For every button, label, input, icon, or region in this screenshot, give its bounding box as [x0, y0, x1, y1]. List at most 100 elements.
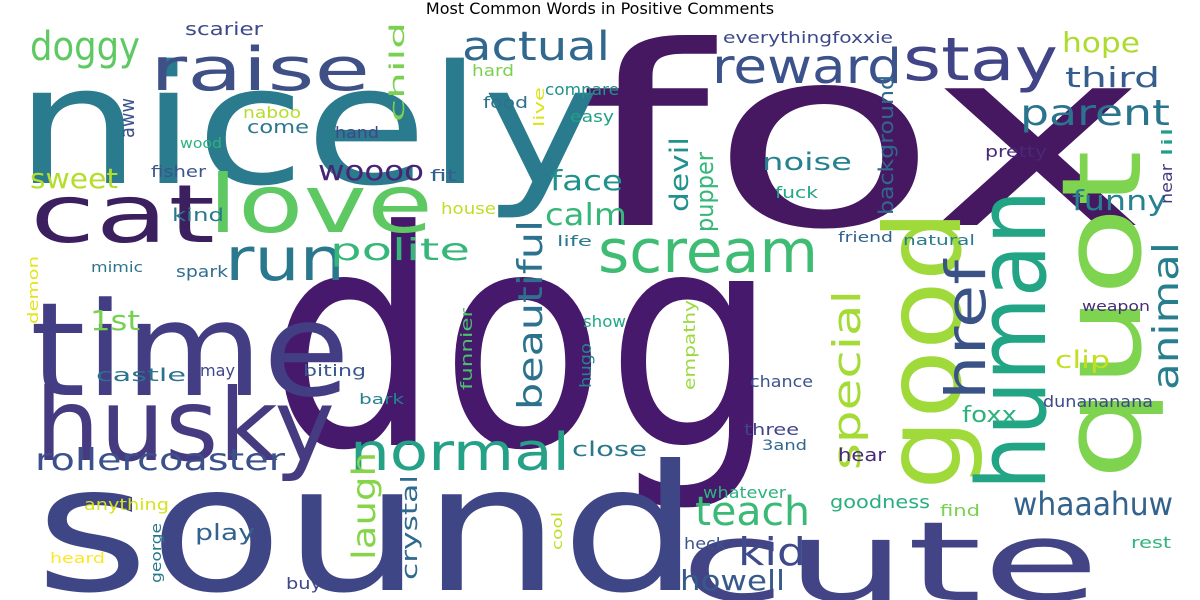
word-biting: biting	[303, 361, 366, 380]
word-face: face	[550, 164, 623, 197]
word-chance: chance	[750, 372, 813, 391]
word-heard: heard	[50, 551, 105, 567]
word-pretty: pretty	[985, 142, 1047, 161]
word-buy: buy	[286, 574, 322, 593]
word-castle: castle	[96, 365, 186, 386]
word-scarier: scarier	[185, 19, 264, 40]
word-compare: compare	[545, 80, 619, 99]
word-calm: calm	[545, 198, 627, 233]
word-close: close	[572, 437, 647, 461]
word-find: find	[940, 501, 980, 520]
word-empathy: empathy	[680, 300, 699, 390]
word-devil: devil	[665, 137, 695, 212]
word-love: love	[208, 158, 433, 251]
word-fisher: fisher	[151, 162, 207, 181]
word-clip: clip	[1055, 346, 1110, 374]
word-pupper: pupper	[691, 152, 719, 232]
word-laugh: laugh	[345, 452, 383, 560]
word-third: third	[1065, 61, 1160, 94]
word-doggy: doggy	[30, 24, 140, 70]
word-child: child	[385, 22, 409, 122]
word-hear: hear	[838, 445, 887, 466]
word-crystal: crystal	[398, 475, 423, 580]
word-sweet: sweet	[30, 162, 118, 195]
word-near: near	[1157, 164, 1176, 204]
word-spark: spark	[176, 262, 229, 281]
word-howell: howell	[680, 564, 785, 597]
word-actual: actual	[462, 24, 610, 70]
word-parent: parent	[1020, 93, 1170, 134]
word-dunananana: dunananana	[1043, 392, 1153, 411]
word-scream: scream	[598, 217, 818, 287]
word-show: show	[583, 312, 626, 331]
word-hand: hand	[335, 123, 379, 142]
word-hope: hope	[1062, 26, 1140, 59]
word-george: george	[149, 523, 165, 583]
word-natural: natural	[903, 233, 975, 249]
word-wood: wood	[180, 136, 222, 152]
word-goodness: goodness	[830, 492, 930, 513]
word-fit: fit	[430, 166, 457, 185]
word-lil: lil	[1160, 127, 1176, 157]
word-come: come	[247, 117, 309, 138]
word-good: good	[863, 210, 985, 490]
word-demon: demon	[26, 256, 42, 324]
word-background: background	[874, 75, 898, 215]
word-1st: 1st	[90, 304, 140, 337]
word-house: house	[441, 199, 496, 218]
word-aww: aww	[115, 98, 139, 138]
word-rest: rest	[1131, 533, 1171, 552]
word-kid: kid	[738, 530, 806, 574]
word-href: href	[934, 258, 998, 400]
word-naboo: naboo	[243, 103, 301, 122]
word-food: food	[483, 93, 528, 112]
word-woooo: woooo	[318, 154, 424, 187]
word-special: special	[825, 290, 869, 470]
word-fuck: fuck	[775, 183, 819, 202]
word-polite: polite	[330, 233, 470, 268]
word-fox: fox	[578, 0, 1148, 284]
word-human: human	[958, 190, 1068, 490]
chart-title: Most Common Words in Positive Comments	[425, 0, 775, 18]
word-cute: cute	[680, 498, 1100, 600]
word-rollercoaster: rollercoaster	[35, 443, 286, 478]
word-mimic: mimic	[91, 260, 143, 276]
word-bark: bark	[359, 392, 405, 408]
word-hugo: hugo	[576, 343, 595, 388]
word-cat: cat	[30, 168, 215, 261]
word-quot: quot	[1038, 150, 1166, 480]
word-sound: sound	[35, 429, 700, 600]
word-funnier: funnier	[457, 307, 476, 390]
word-play: play	[195, 521, 255, 546]
word-may: may	[200, 361, 235, 380]
word-funny: funny	[1072, 184, 1167, 217]
word-whaaahuw: whaaahuw	[1013, 485, 1173, 523]
word-beautiful: beautiful	[511, 220, 551, 410]
word-everythingfoxxie: everythingfoxxie	[723, 28, 893, 47]
word-live: live	[532, 87, 548, 127]
word-raise: raise	[150, 35, 370, 105]
word-animal: animal	[1146, 242, 1187, 390]
word-normal: normal	[350, 423, 570, 483]
word-nicely: nicely	[15, 30, 600, 222]
word-heck: heck	[684, 534, 727, 553]
word-dog: dog	[268, 167, 778, 516]
word-husky: husky	[35, 367, 335, 484]
word-friend: friend	[838, 230, 893, 246]
word-three: three	[744, 420, 799, 439]
word-hard: hard	[472, 61, 514, 80]
word-easy: easy	[570, 107, 614, 126]
word-time: time	[30, 274, 350, 426]
word-cool: cool	[550, 512, 566, 550]
word-reward: reward	[712, 39, 902, 95]
word-weapon: weapon	[1082, 299, 1150, 315]
word-stay: stay	[903, 25, 1058, 95]
word-anything: anything	[84, 495, 169, 514]
word-3and: 3and	[762, 438, 807, 454]
word-teach: teach	[695, 489, 810, 535]
word-whatever: whatever	[703, 483, 786, 502]
word-foxx: foxx	[962, 403, 1017, 428]
word-noise: noise	[762, 148, 852, 176]
word-run: run	[225, 225, 345, 295]
